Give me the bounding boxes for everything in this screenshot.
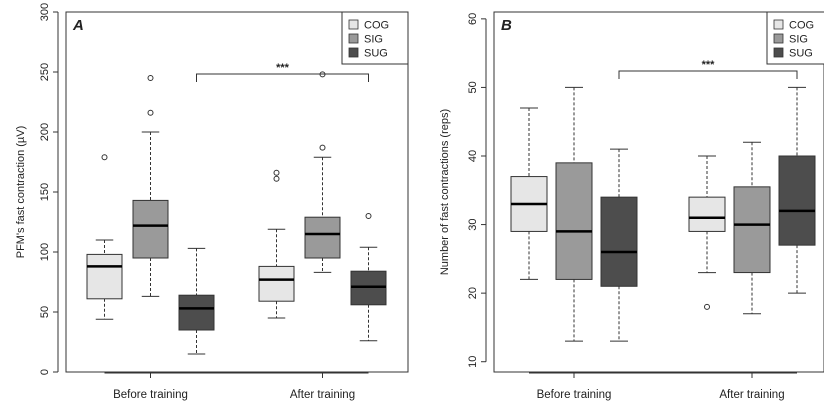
legend-label: SUG <box>364 48 388 60</box>
significance-label: *** <box>276 62 290 74</box>
box-body <box>305 217 340 258</box>
box-cog-before <box>87 155 122 320</box>
y-axis-label: Number of fast contractions (reps) <box>439 109 451 275</box>
outlier-point <box>320 145 325 150</box>
x-category-label: Before training <box>113 389 188 401</box>
y-tick-label: 150 <box>39 183 51 201</box>
legend-swatch <box>774 34 783 43</box>
y-tick-label: 0 <box>39 369 51 375</box>
y-axis-label: PFM's fast contraction (µV) <box>15 126 27 259</box>
box-body <box>87 254 122 298</box>
x-category-label: After training <box>719 389 784 401</box>
outlier-point <box>274 170 279 175</box>
legend-label: SIG <box>364 34 383 46</box>
box-body <box>179 295 214 330</box>
y-tick-label: 50 <box>39 306 51 318</box>
legend-label: COG <box>789 20 814 32</box>
legend-swatch <box>774 20 783 29</box>
outlier-point <box>274 176 279 181</box>
box-body <box>259 266 294 301</box>
box-sug-after <box>351 214 386 341</box>
box-sug-before <box>601 149 637 341</box>
outlier-point <box>148 76 153 81</box>
y-tick-label: 40 <box>467 150 479 162</box>
legend-swatch <box>349 20 358 29</box>
legend-swatch <box>349 48 358 57</box>
legend-swatch <box>349 34 358 43</box>
significance-bracket: *** <box>197 62 369 82</box>
chart-panel-b: 10 20 30 40 50 60 Number of fast contractions … <box>439 12 824 401</box>
y-tick-label: 20 <box>467 287 479 299</box>
box-body <box>601 197 637 286</box>
y-tick-label: 50 <box>467 81 479 93</box>
y-tick-label: 250 <box>39 63 51 81</box>
box-cog-before <box>511 108 547 279</box>
outlier-point <box>148 110 153 115</box>
box-sig-before <box>556 87 592 341</box>
outlier-point <box>366 214 371 219</box>
legend: COG SIG SUG <box>342 12 408 64</box>
significance-label: *** <box>702 59 716 71</box>
outlier-point <box>102 155 107 160</box>
y-tick-label: 60 <box>467 13 479 25</box>
panel-label: A <box>72 17 84 34</box>
legend-label: SIG <box>789 34 808 46</box>
box-sig-after <box>305 72 340 273</box>
y-tick-label: 200 <box>39 123 51 141</box>
legend-swatch <box>774 48 783 57</box>
y-tick-label: 100 <box>39 243 51 261</box>
box-cog-after <box>689 156 725 309</box>
panel-label: B <box>501 17 512 34</box>
y-tick-label: 300 <box>39 3 51 21</box>
plot-frame <box>66 12 408 372</box>
chart-panel-a: 0 50 100 150 200 250 300 PFM's fast contraction… <box>15 3 408 401</box>
significance-line <box>197 74 369 82</box>
box-sig-before <box>133 76 168 297</box>
box-body <box>689 197 725 231</box>
box-sug-after <box>779 87 815 293</box>
legend-label: COG <box>364 20 389 32</box>
legend-label: SUG <box>789 48 813 60</box>
legend: COG SIG SUG <box>767 12 824 64</box>
y-tick-label: 30 <box>467 218 479 230</box>
box-body <box>734 187 770 273</box>
box-cog-after <box>259 170 294 318</box>
significance-line <box>619 71 797 79</box>
box-sug-before <box>179 248 214 354</box>
x-category-label: Before training <box>537 389 612 401</box>
outlier-point <box>705 304 710 309</box>
x-category-label: After training <box>290 389 355 401</box>
box-body <box>556 163 592 280</box>
box-sig-after <box>734 142 770 313</box>
y-tick-label: 10 <box>467 356 479 368</box>
box-body <box>779 156 815 245</box>
box-body <box>133 200 168 258</box>
